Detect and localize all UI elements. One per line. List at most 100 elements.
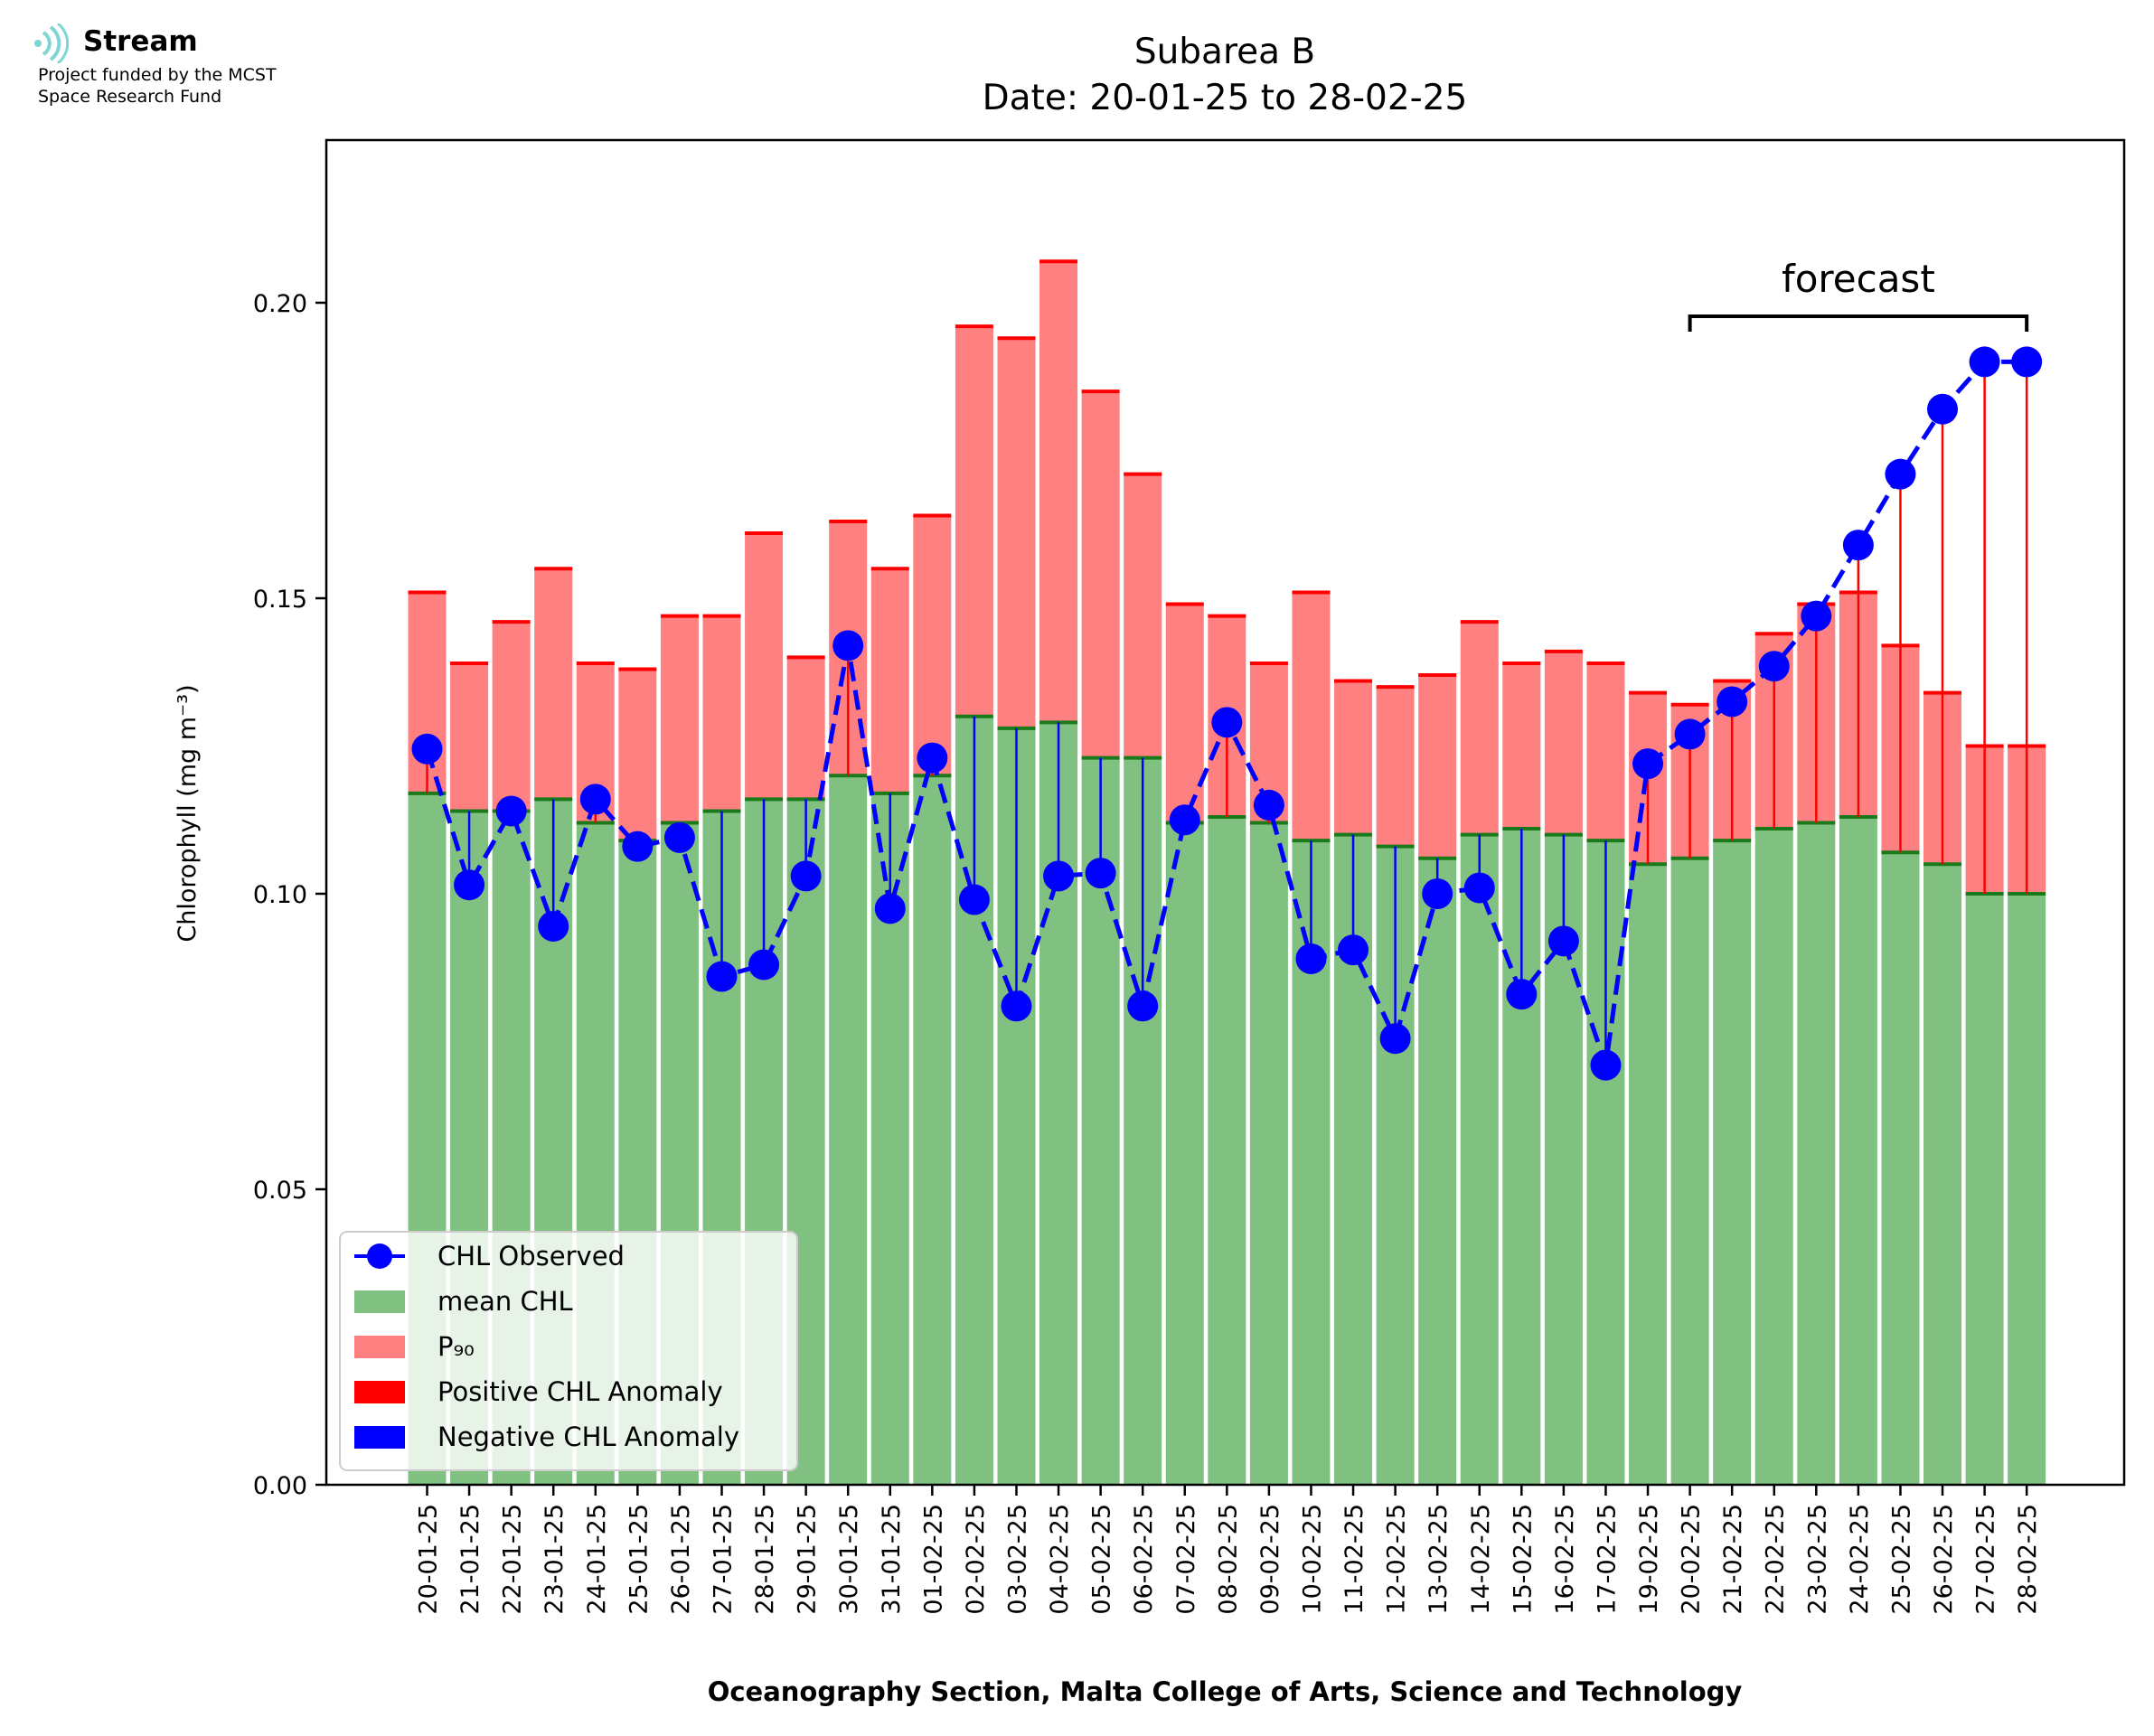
y-tick-label: 0.05 — [253, 1177, 307, 1205]
mean-chl-bar — [829, 775, 868, 1485]
p90-bar — [618, 669, 657, 841]
chl-observed-point — [790, 860, 822, 892]
forecast-label: forecast — [1782, 257, 1935, 301]
x-tick-label: 04-02-25 — [1046, 1504, 1074, 1615]
x-tick-label: 28-02-25 — [2014, 1504, 2042, 1615]
logo-title: Stream — [83, 25, 198, 58]
x-tick-label: 25-01-25 — [625, 1504, 653, 1615]
chl-observed-point — [874, 893, 906, 924]
x-tick-label: 25-02-25 — [1887, 1504, 1915, 1615]
x-tick-label: 29-01-25 — [794, 1504, 822, 1615]
x-tick-label: 31-01-25 — [878, 1504, 906, 1615]
chl-observed-point — [1085, 858, 1116, 889]
chl-observed-series — [411, 346, 2043, 1081]
chl-observed-point — [1885, 458, 1916, 490]
x-tick-label: 21-01-25 — [456, 1504, 484, 1615]
chl-observed-point — [1169, 804, 1200, 836]
chl-observed-point — [1842, 530, 1874, 561]
chl-observed-point — [538, 910, 569, 942]
x-tick-label: 12-02-25 — [1383, 1504, 1411, 1615]
p90-bar — [1418, 675, 1457, 859]
forecast-annotation: forecast — [1688, 257, 2029, 332]
logo-funding-line-1: Project funded by the MCST — [38, 65, 277, 85]
mean-chl-bar — [1418, 858, 1457, 1485]
p90-bar — [955, 326, 993, 717]
p90-bar — [702, 615, 741, 812]
p90-bar — [1081, 391, 1120, 758]
chl-observed-point — [1379, 1023, 1411, 1055]
mean-chl-bar — [1924, 864, 1962, 1485]
mean-chl-bar — [913, 775, 952, 1485]
chl-observed-point — [1801, 600, 1832, 632]
x-tick-label: 17-02-25 — [1593, 1504, 1621, 1615]
chl-observed-point — [1758, 651, 1790, 682]
x-tick-label: 07-02-25 — [1172, 1504, 1200, 1615]
plot-frame — [325, 138, 2126, 1487]
mean-chl-bar — [1713, 840, 1752, 1485]
p90-bar — [997, 338, 1036, 728]
legend-observed-marker — [367, 1243, 392, 1269]
chl-observed-point — [1463, 872, 1495, 904]
chl-observed-point — [663, 821, 695, 853]
x-tick-label: 24-01-25 — [583, 1504, 611, 1615]
legend-label-positive-anomaly: Positive CHL Anomaly — [437, 1376, 723, 1407]
p90-bar — [786, 657, 825, 800]
mean-chl-bar — [1249, 822, 1288, 1485]
x-tick-label: 03-02-25 — [1003, 1504, 1031, 1615]
mean-chl-bar — [1460, 834, 1499, 1485]
x-tick-label: 24-02-25 — [1846, 1504, 1874, 1615]
y-tick-label: 0.15 — [253, 586, 307, 614]
p90-bar — [1544, 651, 1583, 835]
p90-bar — [1586, 662, 1625, 841]
chl-observed-point — [1127, 990, 1159, 1022]
stream-wave-icon — [34, 22, 70, 65]
p90-bar — [1039, 261, 1078, 723]
chl-observed-point — [1001, 990, 1032, 1022]
p90-bar — [1165, 604, 1204, 823]
x-tick-label: 27-02-25 — [1972, 1504, 2000, 1615]
chl-observed-point — [622, 830, 654, 862]
p90-bar — [1376, 687, 1415, 847]
x-axis: 20-01-25 21-01-25 22-01-25 23-01-25 24-01-25… — [415, 1485, 2042, 1615]
forecast-bracket — [1688, 314, 2029, 332]
logo-funding-line-2: Space Research Fund — [38, 87, 222, 107]
p90-bar — [1124, 474, 1162, 758]
x-tick-label: 10-02-25 — [1298, 1504, 1326, 1615]
x-tick-label: 11-02-25 — [1340, 1504, 1369, 1615]
x-tick-label: 21-02-25 — [1719, 1504, 1747, 1615]
p90-bar — [534, 568, 573, 800]
legend-swatch-p90 — [354, 1336, 405, 1358]
anomaly-lines — [426, 361, 2028, 1065]
chl-observed-point — [958, 884, 990, 915]
x-tick-label: 06-02-25 — [1130, 1504, 1158, 1615]
legend-label-negative-anomaly: Negative CHL Anomaly — [437, 1422, 739, 1452]
mean-chl-bar — [1208, 816, 1246, 1485]
p90-bar — [660, 615, 699, 823]
chl-observed-point — [1632, 748, 1664, 780]
x-tick-label: 15-02-25 — [1509, 1504, 1537, 1615]
p90-bar — [492, 622, 531, 812]
p90-bar — [1334, 680, 1373, 835]
chl-observed-point — [411, 733, 443, 765]
mean-chl-bar — [1754, 829, 1793, 1485]
chl-observed-point — [1043, 860, 1075, 892]
mean-chl-bar — [1670, 858, 1709, 1485]
legend-box — [339, 1231, 798, 1471]
legend-label-mean: mean CHL — [437, 1286, 573, 1317]
x-tick-label: 14-02-25 — [1467, 1504, 1495, 1615]
x-tick-label: 27-01-25 — [709, 1504, 737, 1615]
p90-bar — [870, 568, 909, 793]
mean-chl-bar — [2008, 894, 2046, 1485]
mean-chl-bar — [1839, 816, 1877, 1485]
legend-swatch-mean — [354, 1290, 405, 1313]
chart-title: Subarea B — [1134, 32, 1315, 72]
x-tick-label: 16-02-25 — [1551, 1504, 1579, 1615]
x-tick-label: 20-02-25 — [1678, 1504, 1706, 1615]
p90-bar — [1460, 622, 1499, 835]
x-tick-label: 23-01-25 — [541, 1504, 569, 1615]
legend-swatch-negative-anomaly — [354, 1426, 405, 1449]
chl-observed-point — [1547, 925, 1579, 957]
mean-chl-bar — [1965, 894, 2004, 1485]
chl-observed-point — [706, 961, 738, 992]
chl-observed-point — [1422, 878, 1453, 909]
